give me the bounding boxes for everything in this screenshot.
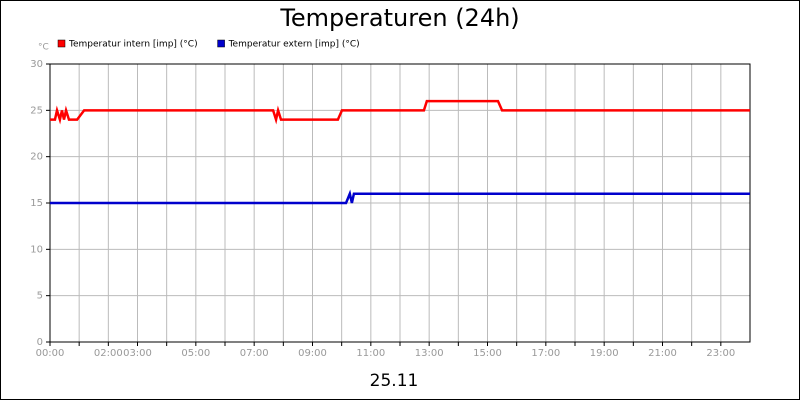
data-line — [50, 99, 750, 125]
legend-label: Temperatur intern [imp] (°C) — [68, 40, 198, 50]
y-tick-label: 30 — [30, 59, 43, 70]
x-axis-label: 25.11 — [370, 371, 419, 391]
y-tick-label: 10 — [30, 244, 43, 255]
x-tick-label: 00:00 — [36, 348, 65, 359]
x-tick-label: 23:00 — [706, 348, 735, 359]
x-tick-label: 17:00 — [531, 348, 560, 359]
x-tick-label: 13:00 — [415, 348, 444, 359]
x-tick-label: 15:00 — [473, 348, 502, 359]
x-tick-label: 21:00 — [648, 348, 677, 359]
legend-swatch — [217, 39, 225, 48]
x-tick-label: 19:00 — [590, 348, 619, 359]
x-tick-label: 09:00 — [298, 348, 327, 359]
x-tick-label: 05:00 — [181, 348, 210, 359]
y-unit: °C — [38, 43, 49, 53]
y-tick-label: 20 — [30, 152, 43, 163]
data-line — [50, 189, 750, 205]
legend-swatch — [57, 39, 66, 48]
y-tick-label: 5 — [37, 291, 43, 302]
y-tick-label: 15 — [30, 198, 43, 209]
x-tick-label: 11:00 — [356, 348, 385, 359]
chart-title: Temperaturen (24h) — [279, 4, 519, 32]
x-tick-label: 07:00 — [240, 348, 269, 359]
x-tick-label: 02:00 — [94, 348, 123, 359]
y-tick-label: 25 — [30, 105, 43, 116]
legend-label: Temperatur extern [imp] (°C) — [228, 40, 360, 50]
y-tick-label: 0 — [37, 337, 43, 348]
x-tick-label: 03:00 — [123, 348, 152, 359]
